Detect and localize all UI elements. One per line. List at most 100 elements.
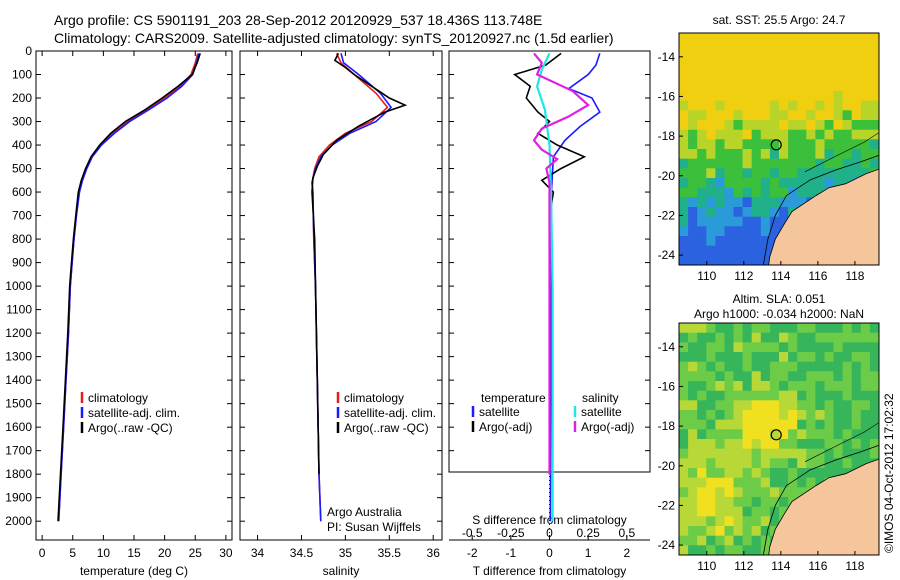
map-cell (788, 129, 798, 140)
map-cell (833, 178, 844, 189)
argo-float-marker (770, 429, 782, 441)
map-cell (724, 120, 735, 131)
map-cell (724, 62, 735, 73)
map-cell (751, 390, 762, 401)
diff-stick-label: -0.25 (497, 526, 525, 540)
map-cell (824, 448, 835, 459)
map-cell (715, 468, 726, 479)
map-cell (688, 545, 698, 555)
map-cell (733, 33, 744, 44)
map-cell (769, 33, 780, 44)
map-cell (760, 361, 771, 372)
map-cell (751, 255, 762, 265)
map-land (768, 168, 879, 265)
map-cell (815, 52, 826, 63)
map-cell (851, 419, 862, 430)
map-cell (797, 477, 807, 488)
map-cell (833, 371, 844, 382)
map-cell (779, 323, 789, 334)
map-cell (733, 178, 744, 189)
map-cell (769, 197, 780, 208)
map-cell (806, 120, 816, 131)
map-cell (860, 323, 871, 334)
map-cell (688, 381, 698, 392)
map-cell (679, 158, 689, 169)
map-cell (824, 178, 835, 189)
map-cell (679, 371, 689, 382)
map-cell (715, 323, 726, 334)
map-cell (806, 110, 816, 121)
map-cell (797, 62, 807, 73)
sal-series-2 (311, 53, 408, 475)
map-cell (788, 458, 798, 469)
map-cell (869, 139, 879, 150)
map-cell (851, 332, 862, 343)
map-cell (788, 381, 798, 392)
map-cell (742, 149, 753, 160)
diff-stick-label: 0.25 (576, 526, 600, 540)
map-cell (869, 33, 879, 44)
map-cell (851, 390, 862, 401)
map-ytick-label: -24 (658, 538, 676, 552)
temp-series-1 (57, 53, 200, 522)
map-cell (715, 390, 726, 401)
map-cell (679, 226, 689, 237)
map-cell (715, 497, 726, 508)
map-cell (851, 91, 862, 102)
sal-annotation: Argo Australia (327, 505, 402, 519)
map-cell (697, 62, 707, 73)
map-cell (779, 110, 789, 121)
map-cell (869, 158, 879, 169)
map-cell (769, 91, 780, 102)
map-cell (779, 371, 789, 382)
map-cell (806, 52, 816, 63)
map-cell (715, 545, 726, 555)
map-cell (706, 207, 716, 218)
map-cell (842, 352, 853, 363)
map-cell (824, 419, 835, 430)
map-cell (688, 33, 698, 44)
map-cell (742, 410, 753, 421)
map-cell (760, 342, 771, 353)
map-xtick-label: 116 (808, 269, 827, 283)
map-cell (715, 439, 726, 450)
map-cell (860, 410, 871, 421)
map-cell (733, 149, 744, 160)
map-cell (851, 410, 862, 421)
map-cell (760, 110, 771, 121)
map-cell (724, 42, 735, 53)
map-cell (724, 139, 735, 150)
map-cell (833, 52, 844, 63)
map-cell (806, 158, 816, 169)
map-cell (824, 52, 835, 63)
map-cell (779, 361, 789, 372)
map-cell (769, 110, 780, 121)
map-cell (751, 129, 762, 140)
temp-ytick-label: 800 (12, 232, 32, 246)
map-cell (742, 545, 753, 555)
map-cell (806, 71, 816, 82)
map-cell (797, 332, 807, 343)
map-cell (797, 390, 807, 401)
map-cell (715, 332, 726, 343)
map-cell (688, 487, 698, 498)
map-cell (842, 458, 853, 469)
map-cell (760, 207, 771, 218)
map-cell (851, 458, 862, 469)
map-cell (724, 497, 735, 508)
map-cell (797, 419, 807, 430)
map-cell (706, 361, 716, 372)
map-cell (806, 448, 816, 459)
map-cell (742, 332, 753, 343)
temp-ytick-label: 600 (12, 185, 32, 199)
map-cell (742, 168, 753, 179)
map-cell (760, 458, 771, 469)
map-cell (833, 81, 844, 92)
map-cell (724, 448, 735, 459)
map-cell (769, 71, 780, 82)
map-cell (824, 110, 835, 121)
map-field-3 (679, 33, 879, 265)
map-cell (751, 178, 762, 189)
map-cell (860, 448, 871, 459)
map-cell (751, 168, 762, 179)
